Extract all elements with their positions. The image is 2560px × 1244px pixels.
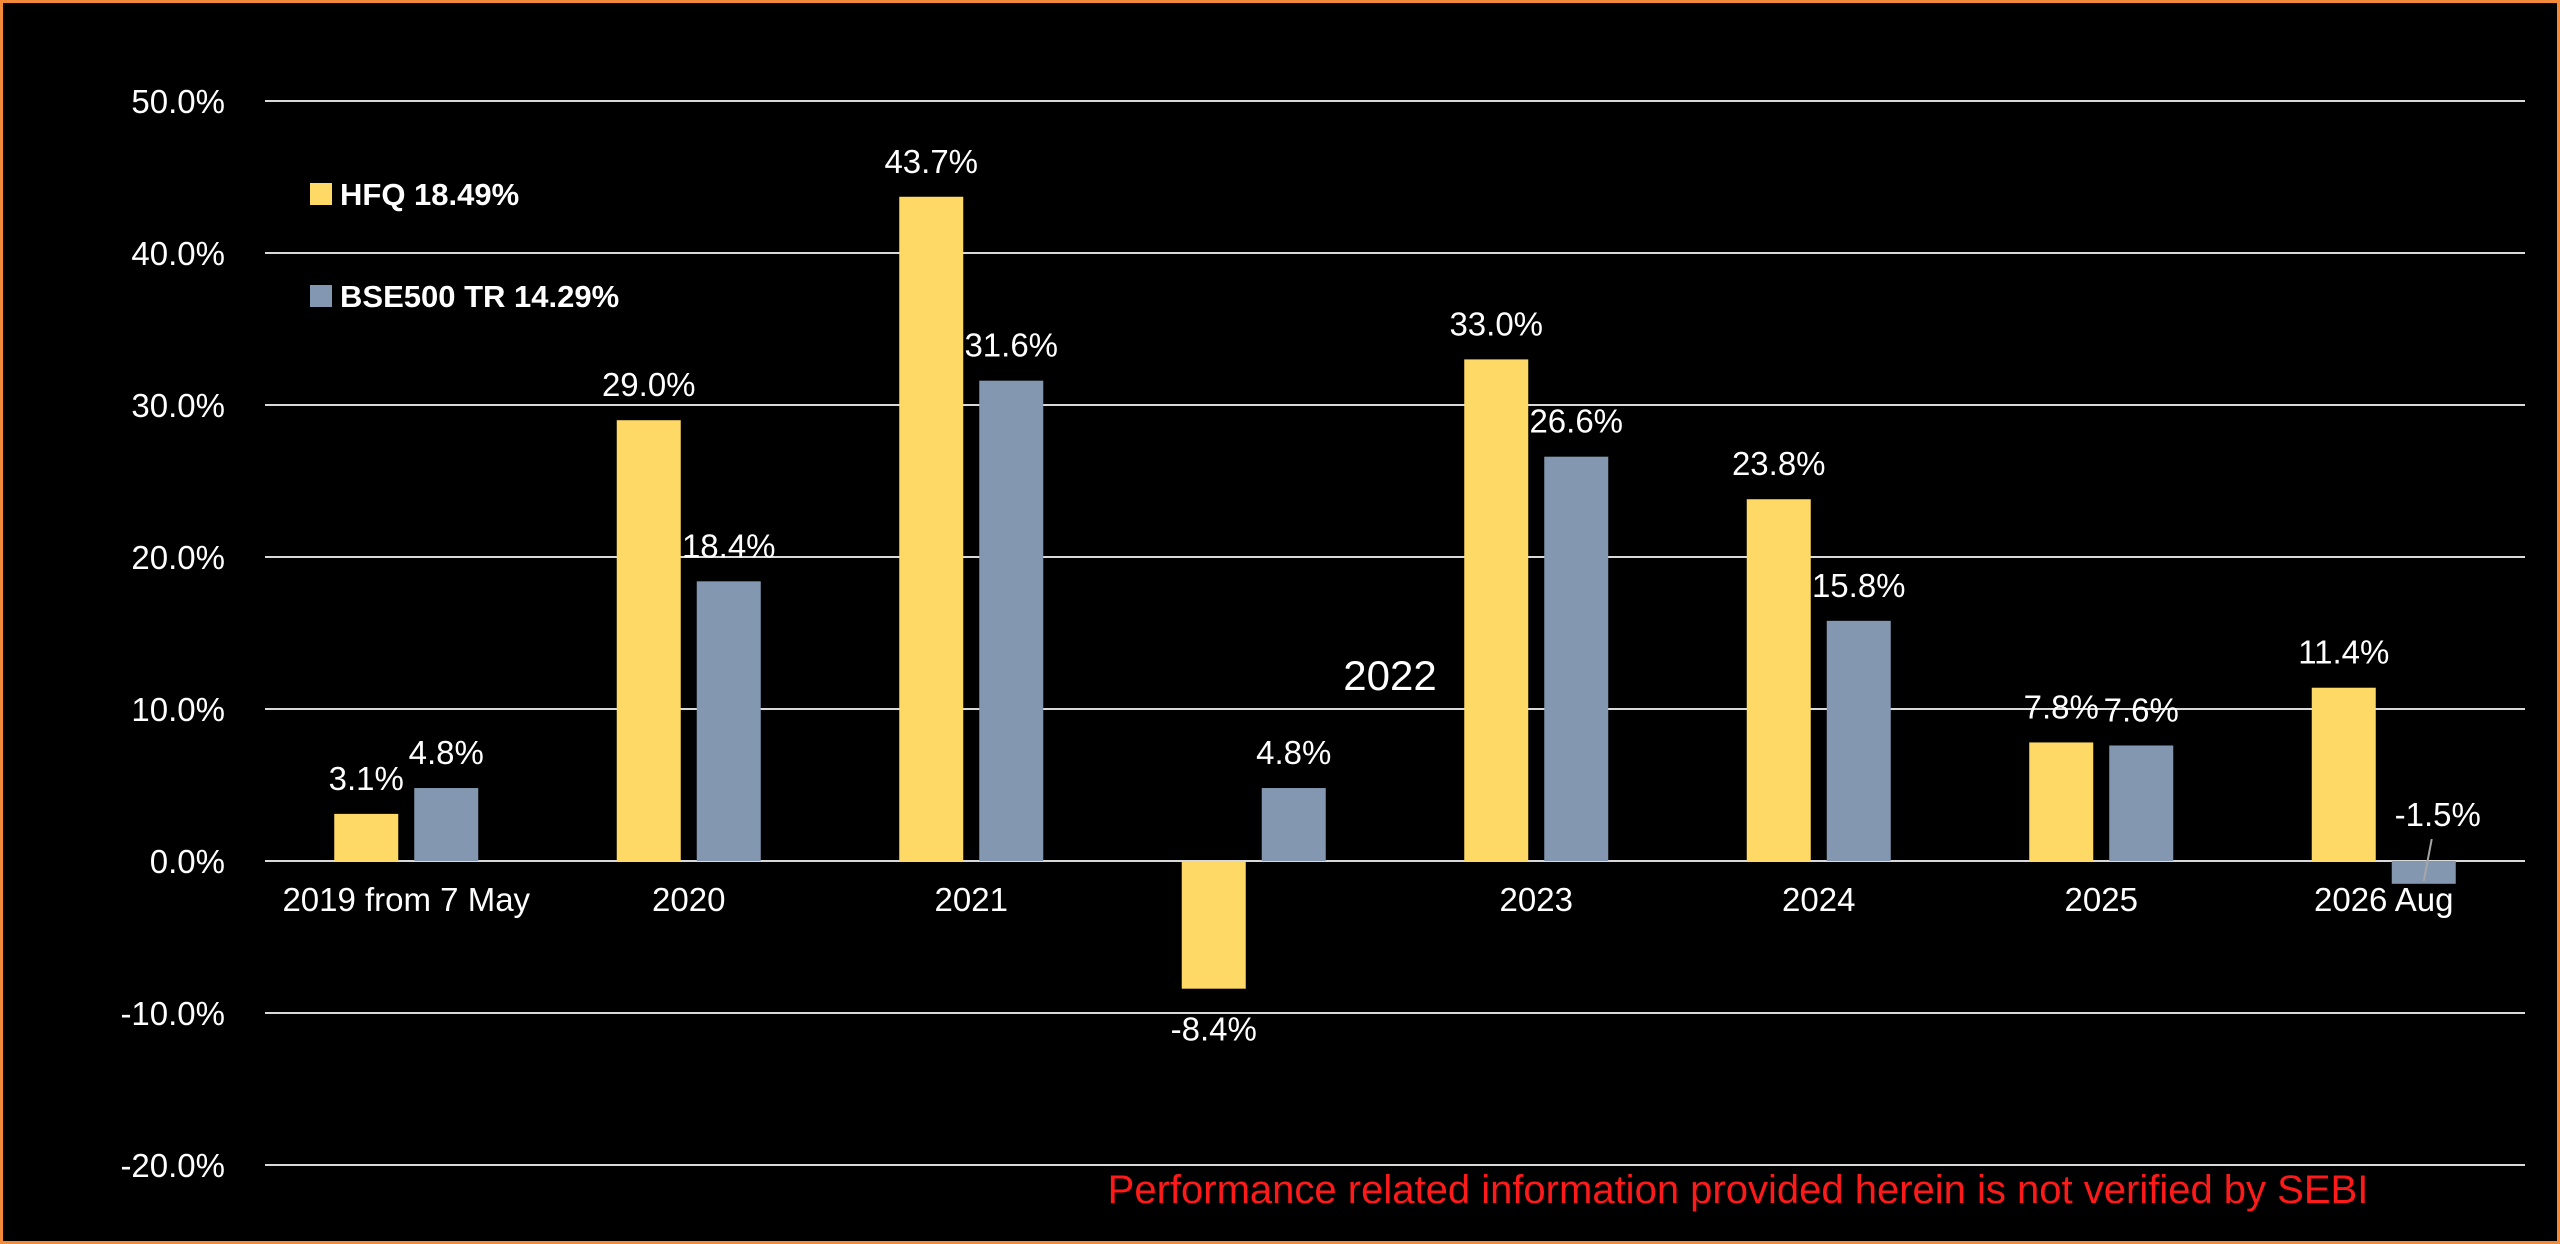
- bse500-bar-3: [979, 380, 1044, 861]
- hfq-bar-1: [334, 813, 399, 861]
- data-label: -1.5%: [2395, 796, 2481, 833]
- data-label: 4.8%: [1256, 734, 1331, 771]
- data-label: 7.6%: [2104, 691, 2179, 728]
- x-category-label: 2023: [1500, 881, 1573, 918]
- bse500-bar-5: [1544, 456, 1609, 861]
- x-category-label: 2025: [2065, 881, 2138, 918]
- x-category-label: 2021: [935, 881, 1008, 918]
- y-tick-label: 40.0%: [131, 235, 225, 272]
- y-axis-tick-labels: 50.0% 40.0% 30.0% 20.0% 10.0% 0.0% -10.0% -20.0…: [120, 83, 225, 1184]
- data-label: 33.0%: [1449, 305, 1543, 342]
- data-label: 18.4%: [682, 527, 776, 564]
- data-label: 43.7%: [884, 143, 978, 180]
- data-labels: 3.1%4.8%29.0%18.4%43.7%31.6%-8.4%4.8%33.…: [329, 143, 2481, 1048]
- y-tick-label: 30.0%: [131, 387, 225, 424]
- hfq-bar-4: [1181, 861, 1246, 989]
- leader-line: [2422, 838, 2433, 882]
- data-label: 29.0%: [602, 366, 696, 403]
- data-label: 15.8%: [1812, 567, 1906, 604]
- hfq-bar-6: [1746, 499, 1811, 861]
- hfq-bar-8: [2311, 687, 2376, 861]
- data-label: 23.8%: [1732, 445, 1826, 482]
- hfq-bar-3: [899, 196, 964, 861]
- legend-swatch: [310, 183, 332, 205]
- bars: [334, 196, 2456, 989]
- data-label: 31.6%: [964, 327, 1058, 364]
- bse500-bar-1: [414, 788, 479, 861]
- disclaimer-text: Performance related information provided…: [1108, 1168, 2369, 1212]
- bse500-bar-8: [2391, 861, 2456, 884]
- bar-chart: 50.0% 40.0% 30.0% 20.0% 10.0% 0.0% -10.0% -20.0…: [120, 83, 2525, 1212]
- hfq-bar-5: [1464, 359, 1529, 861]
- bse500-bar-6: [1826, 620, 1891, 861]
- legend-label: BSE500 TR 14.29%: [340, 279, 619, 314]
- y-tick-label: 50.0%: [131, 83, 225, 120]
- y-tick-label: -20.0%: [120, 1147, 225, 1184]
- hfq-bar-7: [2029, 742, 2094, 861]
- gridlines: [265, 100, 2525, 1166]
- data-label: -8.4%: [1171, 1011, 1257, 1048]
- x-category-label: 2020: [652, 881, 725, 918]
- hfq-bar-2: [616, 420, 681, 861]
- x-category-label: 2024: [1782, 881, 1855, 918]
- data-label: 4.8%: [409, 734, 484, 771]
- legend-label: HFQ 18.49%: [340, 177, 519, 212]
- data-label: 11.4%: [2298, 634, 2389, 671]
- x-axis-category-labels: 2019 from 7 May 2020 2021 2023 2024 2025 2026 …: [282, 881, 2453, 918]
- y-tick-label: 10.0%: [131, 691, 225, 728]
- bse500-bar-7: [2109, 745, 2174, 861]
- legend: HFQ 18.49% BSE500 TR 14.29%: [310, 177, 619, 314]
- y-tick-label: -10.0%: [120, 995, 225, 1032]
- x-category-label: 2019 from 7 May: [282, 881, 530, 918]
- data-label: 26.6%: [1529, 403, 1623, 440]
- annotation-2022: 2022: [1343, 652, 1436, 699]
- y-tick-label: 0.0%: [150, 843, 225, 880]
- bse500-bar-2: [696, 581, 761, 861]
- data-label: 3.1%: [329, 760, 404, 797]
- x-category-label: 2026 Aug: [2314, 881, 2453, 918]
- legend-swatch: [310, 285, 332, 307]
- data-label: 7.8%: [2024, 688, 2099, 725]
- bse500-bar-4: [1261, 788, 1326, 861]
- y-tick-label: 20.0%: [131, 539, 225, 576]
